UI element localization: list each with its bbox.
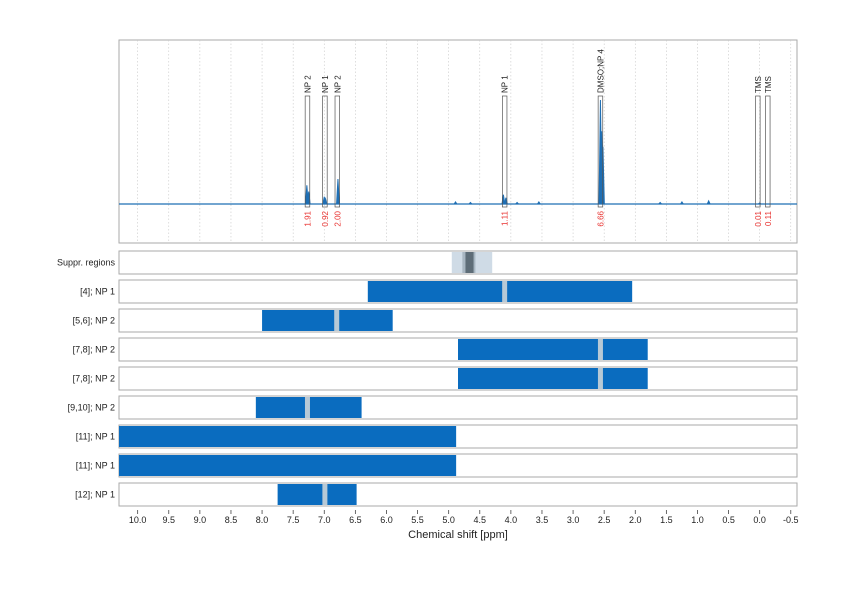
range-label-4: [9,10]; NP 2 xyxy=(68,403,115,413)
peak-label-2: NP 2 xyxy=(333,75,342,93)
x-tick-label-9: 5.5 xyxy=(411,515,424,525)
peak-label-4: DMSO;NP 4 xyxy=(596,49,605,93)
spectrum-panel: NP 2 1.91 NP 1 0.92 NP 2 2.00 NP 1 1.11 DMSO;NP … xyxy=(118,39,798,244)
x-axis: 10.0 9.5 9.0 8.5 8.0 7.5 7.0 6.5 6.0 5.5 5.0 4.5 4.0… xyxy=(129,510,799,525)
x-tick-label-0: 10.0 xyxy=(129,515,147,525)
peak-label-5: TMS xyxy=(754,76,763,93)
x-tick-label-16: 2.0 xyxy=(629,515,642,525)
peak-box-1 xyxy=(322,95,328,208)
range-row-5: [11]; NP 1 xyxy=(76,424,798,449)
integral-label-0: 1.91 xyxy=(303,210,312,226)
range-bar-5 xyxy=(119,426,457,447)
spectrum-peak-3 xyxy=(323,196,328,205)
range-label-3: [7,8]; NP 2 xyxy=(73,374,115,384)
x-tick-label-10: 5.0 xyxy=(442,515,455,525)
range-row-1: [5,6]; NP 2 xyxy=(73,308,798,333)
integral-label-3: 1.11 xyxy=(501,210,510,226)
range-frame-7 xyxy=(118,482,798,507)
peak-box-0 xyxy=(304,95,311,208)
range-row-4: [9,10]; NP 2 xyxy=(68,395,798,420)
range-label-0: [4]; NP 1 xyxy=(80,287,115,297)
x-tick-label-21: -0.5 xyxy=(783,515,799,525)
range-label-1: [5,6]; NP 2 xyxy=(73,316,115,326)
spectrum-peak-9 xyxy=(515,201,519,205)
range-marker-7 xyxy=(322,484,328,505)
x-tick-label-2: 9.0 xyxy=(194,515,207,525)
range-frame-1 xyxy=(118,308,798,333)
x-tick-label-15: 2.5 xyxy=(598,515,611,525)
integral-label-1: 0.92 xyxy=(321,210,330,226)
peak-box-3 xyxy=(502,95,508,208)
peak-label-0: NP 2 xyxy=(303,75,312,93)
peak-label-6: TMS xyxy=(764,76,773,93)
range-bar-1 xyxy=(262,310,393,331)
spectrum-peak-5 xyxy=(453,201,458,205)
suppression-regions-panel: Suppr. regions xyxy=(57,250,798,275)
x-axis-title: Chemical shift [ppm] xyxy=(408,529,508,541)
peak-label-3: NP 1 xyxy=(501,75,510,93)
range-label-6: [11]; NP 1 xyxy=(76,461,115,471)
x-tick-label-20: 0.0 xyxy=(753,515,766,525)
range-marker-4 xyxy=(304,397,310,418)
spectrum-peak-6 xyxy=(468,201,473,205)
peak-box-4 xyxy=(597,95,604,208)
spectrum-frame xyxy=(118,39,798,244)
range-frame-4 xyxy=(118,395,798,420)
range-label-2: [7,8]; NP 2 xyxy=(73,345,115,355)
x-tick-label-4: 8.0 xyxy=(256,515,269,525)
range-row-2: [7,8]; NP 2 xyxy=(73,337,798,362)
x-tick-label-1: 9.5 xyxy=(163,515,176,525)
spectrum-peak-16 xyxy=(706,199,711,205)
integral-label-5: 0.01 xyxy=(754,210,763,226)
x-tick-label-11: 4.5 xyxy=(474,515,487,525)
range-bar-7 xyxy=(277,484,357,505)
supp-row-label: Suppr. regions xyxy=(57,258,116,268)
integral-label-2: 2.00 xyxy=(333,210,342,226)
range-row-7: [12]; NP 1 xyxy=(75,482,798,507)
x-tick-label-18: 1.0 xyxy=(691,515,704,525)
x-tick-label-6: 7.0 xyxy=(318,515,331,525)
range-label-5: [11]; NP 1 xyxy=(76,432,115,442)
range-panels: [4]; NP 1 [5,6]; NP 2 [7,8]; NP 2 [7,8]; NP… xyxy=(68,279,798,507)
peak-box-6 xyxy=(765,95,771,208)
range-row-3: [7,8]; NP 2 xyxy=(73,366,798,391)
x-tick-label-14: 3.0 xyxy=(567,515,580,525)
range-bar-6 xyxy=(119,455,457,476)
x-tick-label-19: 0.5 xyxy=(722,515,735,525)
spectrum-peak-4 xyxy=(336,179,340,205)
range-row-0: [4]; NP 1 xyxy=(80,279,798,304)
x-tick-label-17: 1.5 xyxy=(660,515,673,525)
integral-label-4: 6.66 xyxy=(596,210,605,226)
x-tick-label-7: 6.5 xyxy=(349,515,362,525)
peak-label-1: NP 1 xyxy=(321,75,330,93)
range-marker-1 xyxy=(334,310,340,331)
range-marker-0 xyxy=(502,281,508,302)
x-tick-label-12: 4.0 xyxy=(505,515,518,525)
range-row-6: [11]; NP 1 xyxy=(76,453,798,478)
peak-box-5 xyxy=(755,95,761,208)
range-label-7: [12]; NP 1 xyxy=(75,490,115,500)
spectrum-peak-17 xyxy=(757,202,762,205)
spectrum-peak-14 xyxy=(658,201,662,205)
x-tick-label-5: 7.5 xyxy=(287,515,300,525)
range-marker-3 xyxy=(597,368,603,389)
range-marker-2 xyxy=(597,339,603,360)
peak-box-2 xyxy=(334,95,340,208)
range-bar-2 xyxy=(458,339,648,360)
range-bar-0 xyxy=(367,281,633,302)
x-tick-label-13: 3.5 xyxy=(536,515,549,525)
x-tick-label-8: 6.0 xyxy=(380,515,393,525)
range-bar-3 xyxy=(458,368,648,389)
x-tick-label-3: 8.5 xyxy=(225,515,238,525)
spectrum-peak-10 xyxy=(537,201,541,205)
spectrum-peak-15 xyxy=(680,201,684,205)
supp-region-core xyxy=(465,252,474,273)
integral-label-6: 0.11 xyxy=(764,210,773,226)
